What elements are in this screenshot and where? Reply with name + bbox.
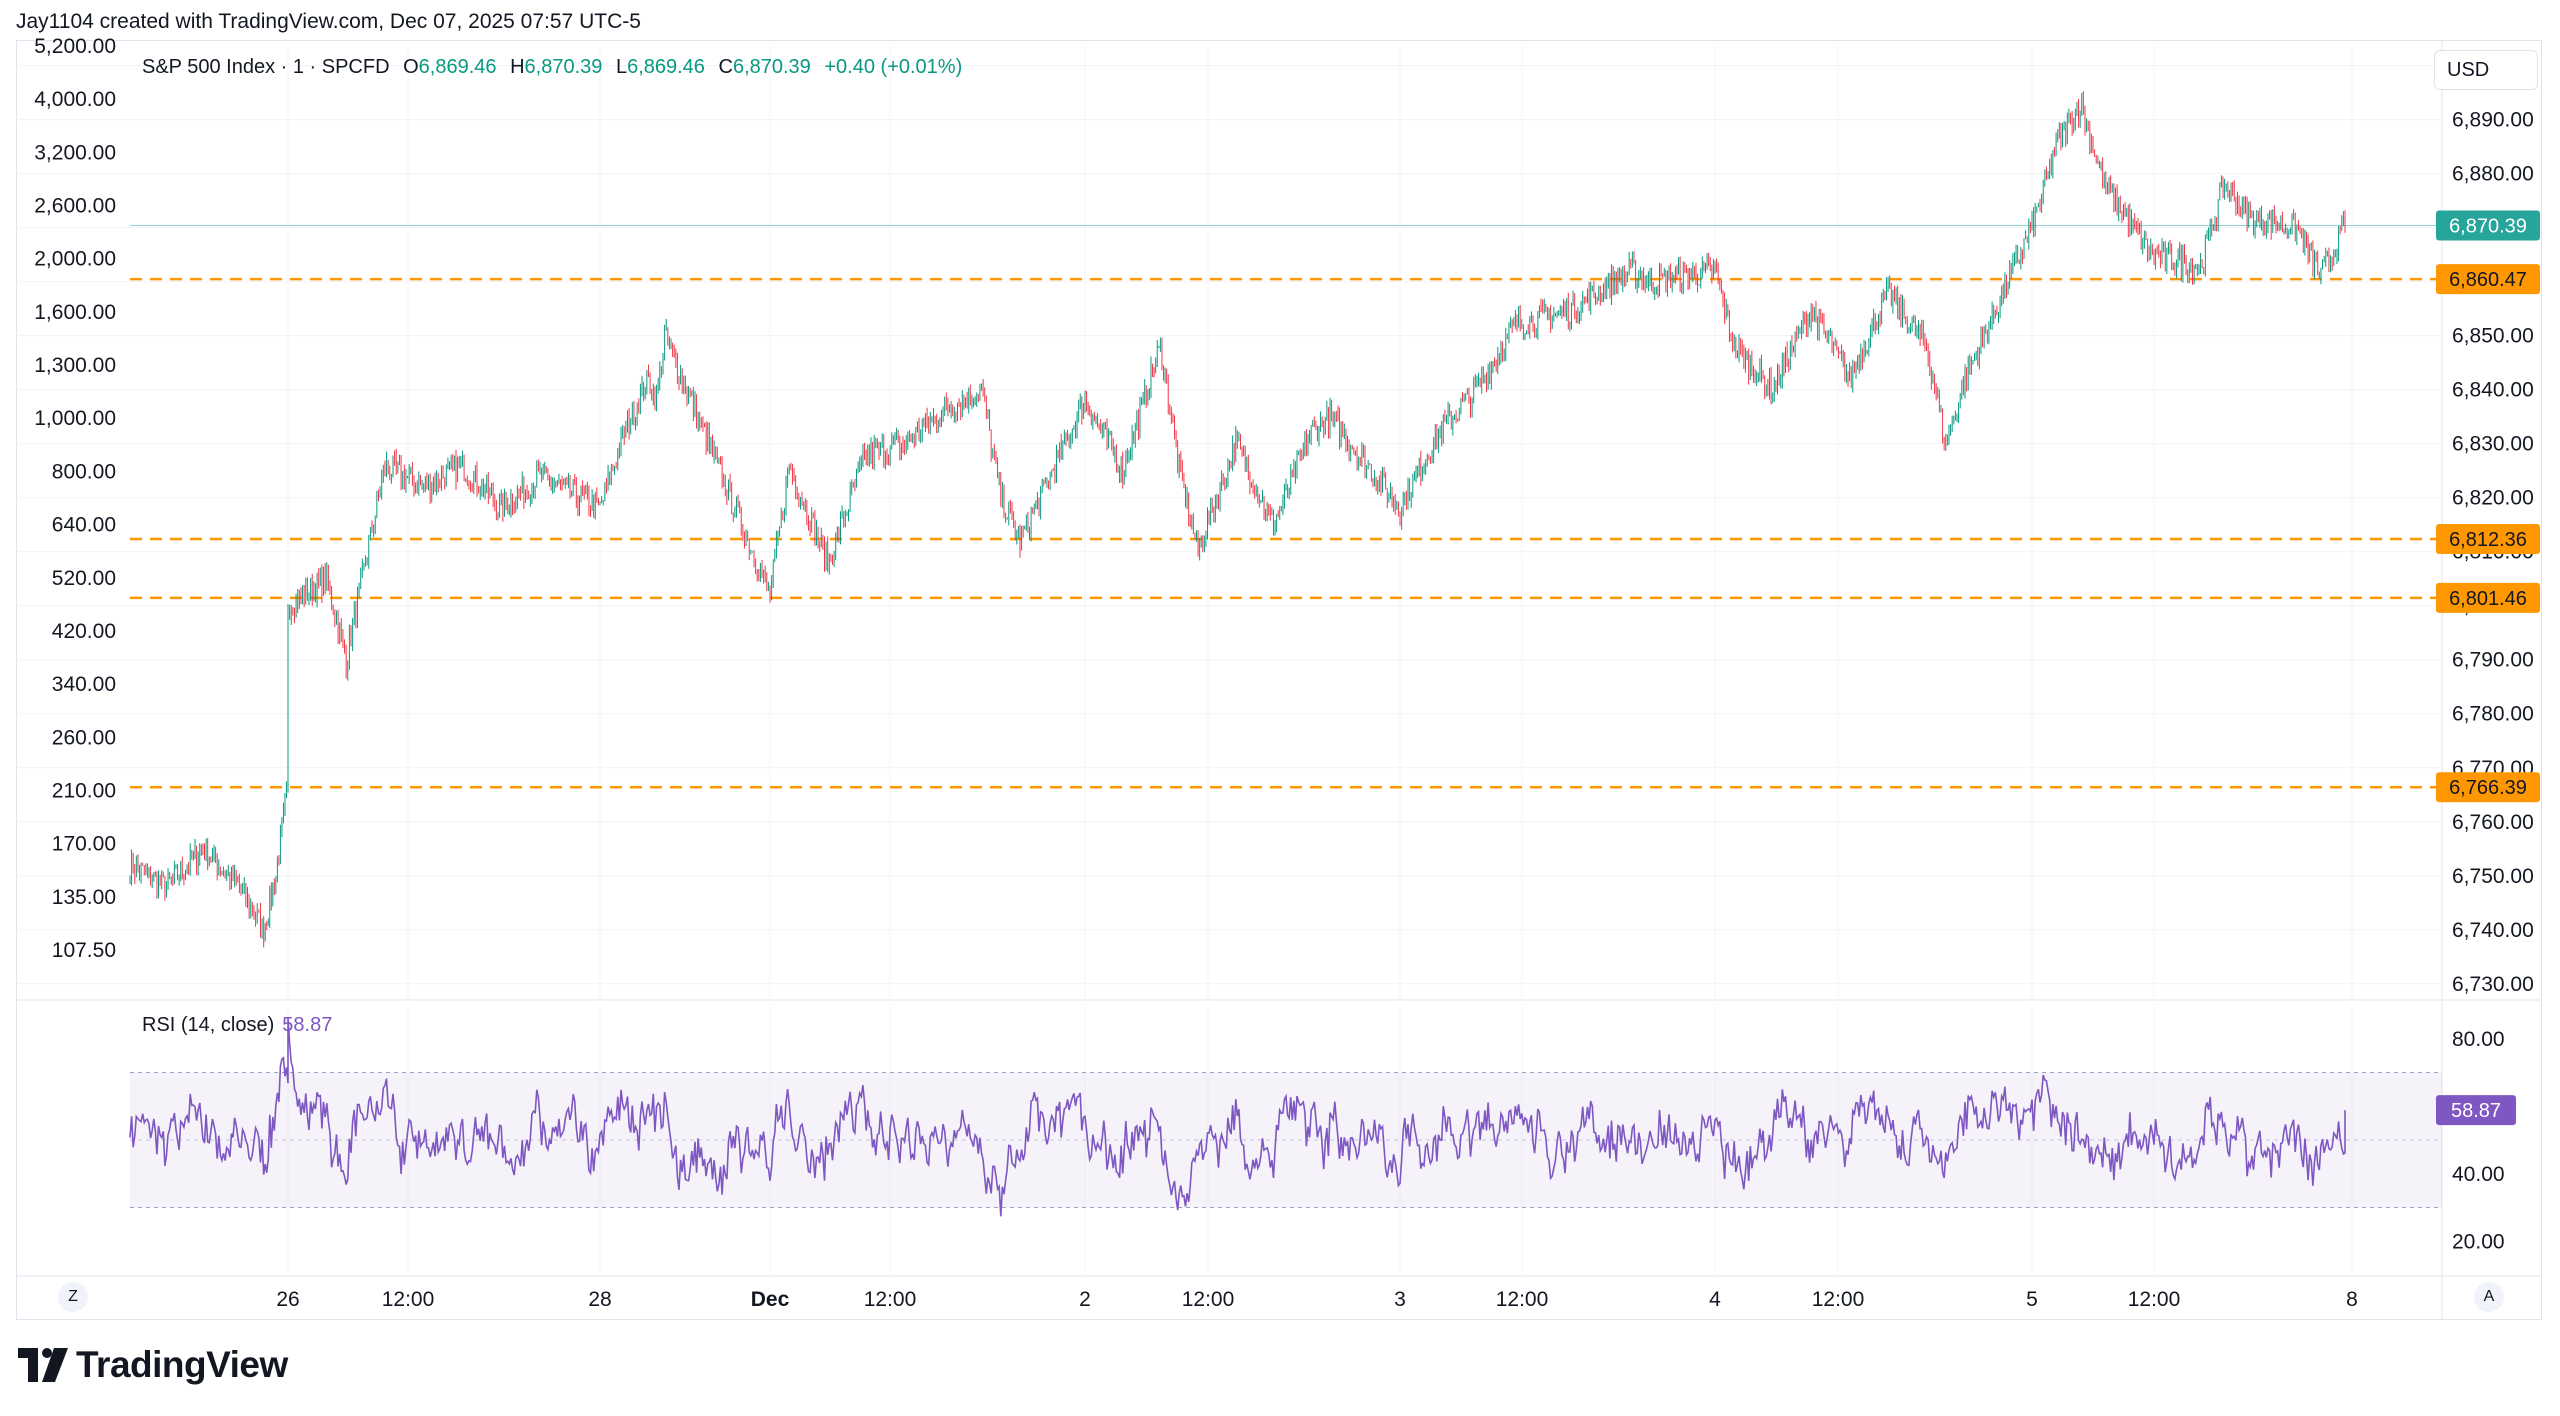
price-axis-label: 6,760.00	[2452, 811, 2534, 834]
time-axis-label: 12:00	[382, 1288, 435, 1311]
level-price-tag	[2436, 772, 2540, 803]
left-axis-label: 4,000.00	[34, 88, 116, 111]
timezone-button[interactable]: Z	[58, 1282, 88, 1312]
rsi-legend: RSI (14, close) 58.87	[142, 1014, 332, 1037]
left-axis-label: 107.50	[52, 939, 116, 962]
level-price-tag	[2436, 264, 2540, 295]
price-tag-layer: 6,860.47 6,812.36 6,801.46 6,766.39 6,870.39…	[2436, 210, 2540, 1126]
time-axis-label: 12:00	[1496, 1288, 1549, 1311]
rsi-layer	[129, 1018, 2346, 1217]
low-value: 6,869.46	[627, 56, 705, 78]
high-label: H	[510, 56, 525, 78]
price-axis-label: 6,840.00	[2452, 379, 2534, 402]
change-value: +0.40 (+0.01%)	[824, 56, 963, 78]
left-axis-label: 1,000.00	[34, 407, 116, 430]
rsi-axis-label: 40.00	[2452, 1163, 2505, 1186]
left-axis-label: 3,200.00	[34, 141, 116, 164]
rsi-value-tag	[2436, 1095, 2516, 1126]
time-axis-label: 2	[1079, 1288, 1091, 1311]
rsi-axis-label: 20.00	[2452, 1230, 2505, 1253]
time-axis-label: 3	[1394, 1288, 1406, 1311]
auto-scale-button[interactable]: A	[2474, 1282, 2504, 1312]
level-price-tag-label: 6,812.36	[2449, 529, 2527, 551]
candle-layer	[129, 91, 2346, 948]
time-axis-label: 28	[588, 1288, 611, 1311]
time-axis-label: 12:00	[2128, 1288, 2181, 1311]
price-axis-label: 6,780.00	[2452, 703, 2534, 726]
time-axis-label: 12:00	[864, 1288, 917, 1311]
left-axis-label: 2,600.00	[34, 195, 116, 218]
price-axis-label: 6,740.00	[2452, 919, 2534, 942]
time-axis-label: Dec	[751, 1288, 790, 1311]
price-axis-label: 6,880.00	[2452, 163, 2534, 186]
tradingview-logo: TradingView	[18, 1344, 288, 1386]
open-label: O	[403, 56, 419, 78]
ohlc-legend: S&P 500 Index · 1 · SPCFD O6,869.46 H6,8…	[142, 56, 970, 79]
left-axis-label: 420.00	[52, 620, 116, 643]
chart-frame	[16, 40, 2542, 1320]
level-price-tag-label: 6,801.46	[2449, 588, 2527, 610]
left-axis-label: 800.00	[52, 460, 116, 483]
price-axis-label: 6,750.00	[2452, 865, 2534, 888]
level-price-tag-label: 6,860.47	[2449, 269, 2527, 291]
rsi-label[interactable]: RSI (14, close)	[142, 1014, 275, 1036]
left-axis-label: 170.00	[52, 833, 116, 856]
left-axis-label: 2,000.00	[34, 248, 116, 271]
low-label: L	[615, 56, 628, 78]
rsi-band-layer	[130, 1072, 2442, 1208]
close-label: C	[718, 56, 733, 78]
last-price-tag	[2436, 210, 2540, 241]
level-price-tag	[2436, 582, 2540, 613]
rsi-axis-label: 80.00	[2452, 1028, 2505, 1051]
left-axis-label: 5,200.00	[34, 35, 116, 58]
price-axis-label: 6,890.00	[2452, 109, 2534, 132]
level-price-tag-label: 6,766.39	[2449, 777, 2527, 799]
time-axis-label: 4	[1709, 1288, 1721, 1311]
close-value: 6,870.39	[732, 56, 811, 78]
left-axis-label: 520.00	[52, 567, 116, 590]
last-price-tag-label: 6,870.39	[2449, 216, 2527, 238]
time-axis-label: 12:00	[1182, 1288, 1235, 1311]
high-value: 6,870.39	[524, 56, 603, 78]
rsi-value-tag-label: 58.87	[2451, 1100, 2501, 1122]
left-axis-label: 640.00	[52, 514, 116, 537]
time-axis-label: 5	[2026, 1288, 2038, 1311]
left-axis-label: 1,600.00	[34, 301, 116, 324]
price-axis-label: 6,820.00	[2452, 487, 2534, 510]
tradingview-logo-text: TradingView	[76, 1344, 288, 1385]
time-axis-label: 8	[2346, 1288, 2358, 1311]
price-axis-label: 6,830.00	[2452, 433, 2534, 456]
price-axis-label: 6,850.00	[2452, 325, 2534, 348]
level-layer	[130, 225, 2442, 789]
left-axis-label: 210.00	[52, 779, 116, 802]
time-axis-label: 12:00	[1812, 1288, 1865, 1311]
level-price-tag	[2436, 523, 2540, 554]
symbol-name[interactable]: S&P 500 Index · 1 · SPCFD	[142, 56, 390, 78]
grid-layer	[16, 40, 2542, 1320]
currency-button[interactable]: USD	[2434, 50, 2538, 90]
time-axis-label: 26	[276, 1288, 299, 1311]
left-axis-label: 340.00	[52, 673, 116, 696]
left-axis-label: 135.00	[52, 886, 116, 909]
price-axis-label: 6,790.00	[2452, 649, 2534, 672]
open-value: 6,869.46	[418, 56, 497, 78]
left-axis-label: 260.00	[52, 726, 116, 749]
price-axis-label: 6,730.00	[2452, 973, 2534, 996]
left-axis-label: 1,300.00	[34, 354, 116, 377]
tradingview-logo-icon	[18, 1348, 70, 1382]
chart-attribution: Jay1104 created with TradingView.com, De…	[16, 10, 641, 33]
rsi-line	[129, 1018, 2346, 1217]
rsi-value: 58.87	[282, 1014, 333, 1036]
